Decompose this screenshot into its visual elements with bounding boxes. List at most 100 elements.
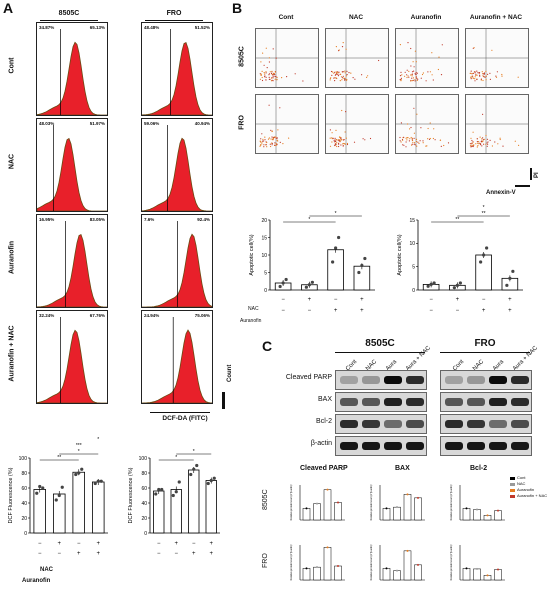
event-dot <box>476 70 478 72</box>
annexin-axis-label: Annexin-V <box>486 190 516 196</box>
auranofin-sign: − <box>174 551 178 557</box>
data-point <box>476 567 478 570</box>
y-tick-label: 10 <box>261 253 267 259</box>
event-dot <box>334 77 336 79</box>
event-dot <box>344 79 346 81</box>
event-dot <box>336 72 338 74</box>
event-dot <box>262 138 264 140</box>
panel-a-col-line <box>40 20 98 21</box>
event-dot <box>414 50 416 52</box>
event-dot <box>262 140 264 142</box>
event-dot <box>477 142 479 144</box>
event-dot <box>517 76 519 78</box>
gate-right-percent: 51.52% <box>194 25 210 30</box>
event-dot <box>271 130 273 133</box>
dcf-histogram: 59.06% 40.94% <box>141 118 213 212</box>
event-dot <box>497 143 499 145</box>
event-dot <box>482 113 484 115</box>
auranofin-sign: − <box>308 308 312 314</box>
event-dot <box>399 140 401 142</box>
event-dot <box>336 139 338 141</box>
event-dot <box>260 141 262 143</box>
event-dot <box>403 136 405 138</box>
event-dot <box>483 72 486 74</box>
data-point <box>426 284 430 288</box>
y-tick-label: 80 <box>21 471 27 477</box>
event-dot <box>334 143 336 145</box>
data-point <box>160 487 164 492</box>
y-tick-label: 10 <box>409 241 415 247</box>
protein-band <box>406 376 424 384</box>
annexin-pi-scatter-plot <box>395 94 459 154</box>
event-dot <box>496 71 498 73</box>
event-dot <box>433 128 435 130</box>
quant-title: BAX <box>395 465 410 472</box>
event-dot <box>337 75 340 77</box>
data-point <box>209 478 213 483</box>
bar <box>393 506 401 521</box>
event-dot <box>369 137 372 140</box>
event-dot <box>343 77 345 79</box>
bar <box>414 564 422 581</box>
data-point <box>452 286 456 290</box>
event-dot <box>272 72 274 74</box>
bar <box>205 480 217 534</box>
panel-c-col-line <box>335 352 425 353</box>
data-point <box>177 480 181 484</box>
significance-label: ** <box>57 455 61 461</box>
event-dot <box>415 71 417 74</box>
event-dot <box>410 65 412 67</box>
protein-band <box>406 442 424 450</box>
event-dot <box>484 76 486 78</box>
apoptosis-bar-chart-8505c: 0 5 10 15 20 Apoptotic cell(%) − − + − − + + + * * <box>249 211 375 314</box>
event-dot <box>474 78 476 80</box>
event-dot <box>470 146 472 148</box>
gate-left-percent: 24.94% <box>144 313 160 318</box>
data-point <box>57 493 61 498</box>
data-point <box>154 492 158 496</box>
event-dot <box>260 74 262 76</box>
protein-band <box>489 442 507 450</box>
protein-band <box>406 398 424 406</box>
annexin-scale-bar <box>515 185 530 187</box>
bar <box>382 508 391 521</box>
flow-row-label: FRO <box>238 115 246 130</box>
nac-sign: + <box>174 541 178 547</box>
data-point <box>284 277 288 282</box>
event-dot <box>489 139 491 141</box>
y-tick-label: 100 <box>139 456 148 462</box>
event-dot <box>340 76 343 78</box>
data-point <box>406 493 409 496</box>
data-point <box>310 280 314 284</box>
data-point <box>54 498 58 502</box>
event-dot <box>341 139 343 141</box>
event-dot <box>342 71 344 73</box>
event-dot <box>348 72 350 74</box>
bar <box>92 481 105 534</box>
event-dot <box>483 143 485 145</box>
data-point <box>334 246 338 250</box>
event-dot <box>495 76 498 78</box>
bar <box>334 565 342 581</box>
event-dot <box>277 140 279 142</box>
event-dot <box>272 137 274 139</box>
data-point <box>508 276 512 280</box>
event-dot <box>413 66 415 68</box>
data-point <box>465 507 468 510</box>
event-dot <box>485 134 487 137</box>
bar <box>334 502 342 521</box>
legend-label: Auranofin <box>517 487 535 492</box>
event-dot <box>275 144 277 147</box>
protein-band <box>511 442 529 450</box>
dcf-histogram: 34.87% 65.13% <box>36 22 108 116</box>
event-dot <box>331 141 333 143</box>
protein-band <box>384 442 402 450</box>
histogram-plot <box>37 125 107 211</box>
auranofin-sign: + <box>209 551 213 557</box>
bar <box>473 509 481 521</box>
event-dot <box>400 77 402 79</box>
legend-item: Auranofin <box>510 487 550 493</box>
event-dot <box>339 136 341 138</box>
data-point <box>406 549 409 552</box>
event-dot <box>329 77 331 79</box>
